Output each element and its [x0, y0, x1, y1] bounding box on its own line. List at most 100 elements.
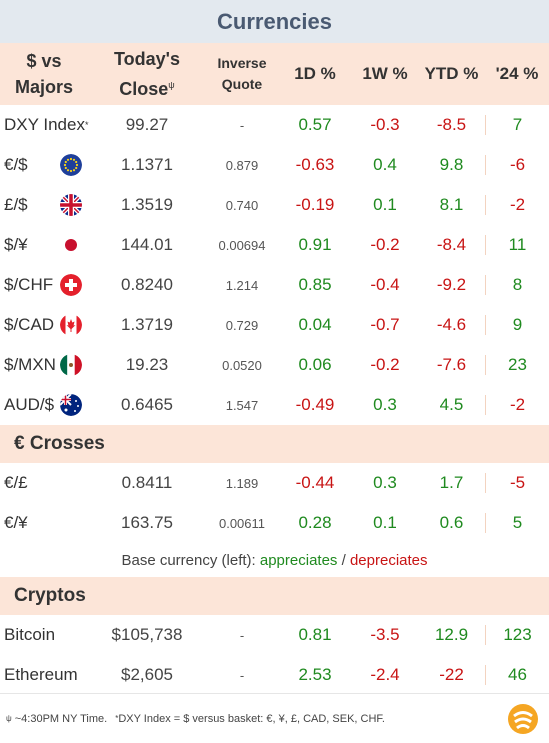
- row-inverse: 0.0520: [222, 357, 262, 373]
- title-bar: Currencies: [0, 0, 549, 43]
- row-name: AUD/$: [0, 394, 88, 416]
- row-1d: -0.63: [295, 155, 335, 174]
- row-1w: 0.1: [373, 195, 397, 214]
- row-24: 5: [485, 513, 549, 533]
- row-24: 46: [485, 665, 549, 685]
- row-1d: 0.85: [298, 275, 332, 294]
- row-inverse: 0.00694: [218, 237, 266, 253]
- header-name-line2: Majors: [14, 77, 74, 97]
- row-name: $/CHF: [0, 274, 88, 296]
- row-name-label: $/CHF: [4, 275, 54, 294]
- row-ytd: 1.7: [439, 473, 464, 492]
- row-name: DXY Index *: [0, 115, 88, 135]
- legend-prefix: Base currency (left):: [121, 551, 260, 569]
- row-1w: -0.3: [370, 115, 400, 134]
- row-name: $/MXN: [0, 354, 88, 376]
- table-row: $/¥ 144.01 0.00694 0.91 -0.2 -8.4 11: [0, 225, 549, 265]
- row-1w: 0.3: [373, 473, 397, 492]
- crosses-header: € Crosses: [0, 425, 549, 463]
- row-inverse: 1.214: [225, 277, 259, 293]
- row-inverse: -: [239, 627, 245, 643]
- row-1d: 0.04: [298, 315, 332, 334]
- cryptos-section: Bitcoin $105,738 - 0.81 -3.5 12.9 123 Ethereum $…: [0, 615, 549, 695]
- row-name: Bitcoin: [0, 625, 88, 645]
- row-1d: -0.44: [295, 473, 335, 492]
- cryptos-header: Cryptos: [0, 577, 549, 615]
- row-name-label: Bitcoin: [4, 625, 56, 644]
- row-name-label: $/MXN: [4, 355, 56, 374]
- row-1d: -0.49: [295, 395, 335, 414]
- header-inverse: Inverse Quote: [206, 53, 278, 95]
- australia-flag-icon: [60, 394, 82, 416]
- row-name-label: €/£: [4, 473, 28, 492]
- row-ytd: -8.4: [436, 235, 467, 254]
- row-ytd: 8.1: [439, 195, 464, 214]
- row-name: €/¥: [0, 513, 88, 533]
- row-1w: 0.1: [373, 513, 397, 532]
- row-close: 0.6465: [121, 395, 173, 414]
- row-ytd: 0.6: [439, 513, 464, 532]
- cryptos-title: Cryptos: [14, 585, 86, 606]
- header-name: $ vs Majors: [0, 48, 88, 100]
- row-close: 0.8240: [121, 275, 173, 294]
- row-1d: 0.81: [298, 625, 332, 644]
- row-1d: 0.06: [298, 355, 332, 374]
- legend-slash: /: [337, 551, 350, 569]
- row-close: 19.23: [125, 355, 169, 374]
- footnote-mark-2: *: [115, 714, 119, 723]
- header-close-line2: Close: [119, 79, 169, 99]
- row-close: 0.8411: [121, 473, 173, 492]
- table-row: $/CHF 0.8240 1.214 0.85 -0.4 -9.2 8: [0, 265, 549, 305]
- row-close: 1.1371: [121, 155, 173, 174]
- row-inverse: -: [239, 667, 245, 683]
- row-1w: -0.2: [370, 235, 400, 254]
- row-close: 1.3519: [121, 195, 173, 214]
- row-inverse: 0.729: [225, 317, 259, 333]
- row-close: $105,738: [111, 625, 183, 644]
- row-name: €/£: [0, 473, 88, 493]
- header-1d: 1D %: [294, 64, 336, 83]
- legend: Base currency (left): appreciates / depr…: [0, 543, 549, 577]
- majors-section: DXY Index * 99.27 - 0.57 -0.3 -8.5 7 €/$ 1.1371 0.…: [0, 105, 549, 425]
- swiss-flag-icon: [60, 274, 82, 296]
- row-close: 99.27: [125, 115, 169, 134]
- row-name-label: €/¥: [4, 513, 28, 532]
- row-ytd: -7.6: [436, 355, 467, 374]
- row-name: $/CAD: [0, 314, 88, 336]
- table-header: $ vs Majors Today's Closeψ Inverse Quote…: [0, 43, 549, 105]
- row-name-label: €/$: [4, 155, 28, 174]
- row-1d: 2.53: [298, 665, 332, 684]
- row-1d: -0.19: [295, 195, 335, 214]
- row-1d: 0.57: [298, 115, 332, 134]
- row-inverse: 1.189: [225, 475, 259, 491]
- row-name-label: £/$: [4, 195, 28, 214]
- row-name: Ethereum: [0, 665, 88, 685]
- legend-depreciates: depreciates: [349, 551, 428, 569]
- uk-flag-icon: [60, 194, 82, 216]
- row-1w: -0.7: [370, 315, 400, 334]
- row-name-label: Ethereum: [4, 665, 78, 684]
- table-row: €/$ 1.1371 0.879 -0.63 0.4 9.8 -6: [0, 145, 549, 185]
- row-ytd: -22: [439, 665, 464, 684]
- row-name-label: DXY Index: [4, 115, 85, 134]
- brand-logo-icon: [508, 704, 538, 734]
- table-row: Bitcoin $105,738 - 0.81 -3.5 12.9 123: [0, 615, 549, 655]
- row-inverse: 0.740: [225, 197, 259, 213]
- row-ytd: -9.2: [436, 275, 467, 294]
- table-row: €/£ 0.8411 1.189 -0.44 0.3 1.7 -5: [0, 463, 549, 503]
- table-row: €/¥ 163.75 0.00611 0.28 0.1 0.6 5: [0, 503, 549, 543]
- mexico-flag-icon: [60, 354, 82, 376]
- row-name-label: $/CAD: [4, 315, 55, 334]
- page-title: Currencies: [217, 8, 332, 34]
- header-close-line1: Today's: [114, 49, 180, 69]
- row-1w: -0.4: [370, 275, 400, 294]
- row-close: 1.3719: [121, 315, 173, 334]
- row-name-label: AUD/$: [4, 395, 55, 414]
- header-name-line1: $ vs: [26, 51, 62, 71]
- row-24: 123: [485, 625, 549, 645]
- header-close-mark: ψ: [168, 80, 175, 90]
- table-row: AUD/$ 0.6465 1.547 -0.49 0.3 4.5 -2: [0, 385, 549, 425]
- row-name: €/$: [0, 154, 88, 176]
- row-inverse: 0.879: [225, 157, 259, 173]
